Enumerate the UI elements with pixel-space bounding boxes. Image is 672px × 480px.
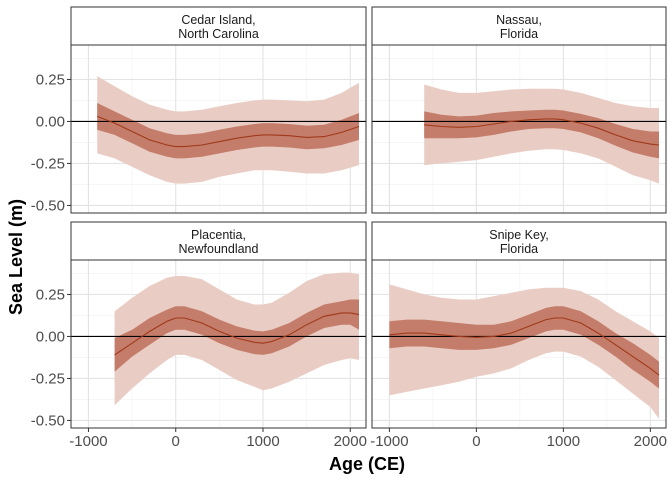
x-tick-label: 1000 xyxy=(246,433,279,450)
x-axis-title: Age (CE) xyxy=(329,454,405,474)
plot-area xyxy=(71,45,366,213)
facet-title-line: Florida xyxy=(500,242,538,256)
x-tick-label: 2000 xyxy=(334,433,367,450)
y-tick-label: 0.00 xyxy=(36,113,65,130)
x-tick-label: -1000 xyxy=(69,433,107,450)
facet-title-line: Newfoundland xyxy=(179,242,259,256)
y-tick-label: -0.50 xyxy=(31,412,65,429)
x-tick-label: 2000 xyxy=(634,433,667,450)
facet-title-line: Florida xyxy=(500,27,538,41)
facet-strip xyxy=(70,221,367,261)
inner-interval-band xyxy=(389,306,659,389)
facet-panels: Cedar Island,North CarolinaNassau,Florid… xyxy=(70,6,667,429)
facet-strip xyxy=(371,6,667,46)
x-tick-label: -1000 xyxy=(370,433,408,450)
facet-title-line: North Carolina xyxy=(178,27,259,41)
y-tick-label: 0.00 xyxy=(36,328,65,345)
facet-strip xyxy=(70,6,367,46)
mean-sea-level-line xyxy=(389,317,660,376)
panel-border xyxy=(371,259,667,429)
panel-border xyxy=(70,44,367,214)
facet-panel-2: Nassau,Florida xyxy=(371,6,667,214)
y-tick-label: -0.25 xyxy=(31,155,65,172)
mean-sea-level-line xyxy=(424,118,660,146)
facet-panel-1: Cedar Island,North Carolina xyxy=(70,6,367,214)
outer-interval-band xyxy=(424,84,659,184)
facet-panel-4: Snipe Key,Florida xyxy=(371,221,667,429)
facet-title-line: Placentia, xyxy=(191,228,246,242)
y-axis-title: Sea Level (m) xyxy=(6,199,26,315)
panel-border xyxy=(70,259,367,429)
facet-panel-3: Placentia,Newfoundland xyxy=(70,221,367,429)
y-tick-label: -0.25 xyxy=(31,370,65,387)
y-tick-label: -0.50 xyxy=(31,197,65,214)
axis-ticks: -0.50 -0.25 0.00 0.25 -0.50 -0.25 0.00 0.25 -100… xyxy=(31,71,667,450)
y-tick-label: 0.25 xyxy=(36,286,65,303)
plot-area xyxy=(372,260,666,428)
y-tick-label: 0.25 xyxy=(36,71,65,88)
mean-sea-level-line xyxy=(97,115,360,148)
plot-area xyxy=(372,45,666,213)
x-tick-label: 0 xyxy=(472,433,480,450)
x-tick-label: 1000 xyxy=(547,433,580,450)
mean-sea-level-line xyxy=(114,312,360,356)
facet-title-line: Cedar Island, xyxy=(181,13,255,27)
panel-border xyxy=(371,44,667,214)
facet-title-line: Nassau, xyxy=(496,13,542,27)
inner-interval-band xyxy=(97,103,359,159)
facet-strip xyxy=(371,221,667,261)
plot-area xyxy=(71,260,366,428)
facet-title-line: Snipe Key, xyxy=(489,228,549,242)
x-tick-label: 0 xyxy=(172,433,180,450)
